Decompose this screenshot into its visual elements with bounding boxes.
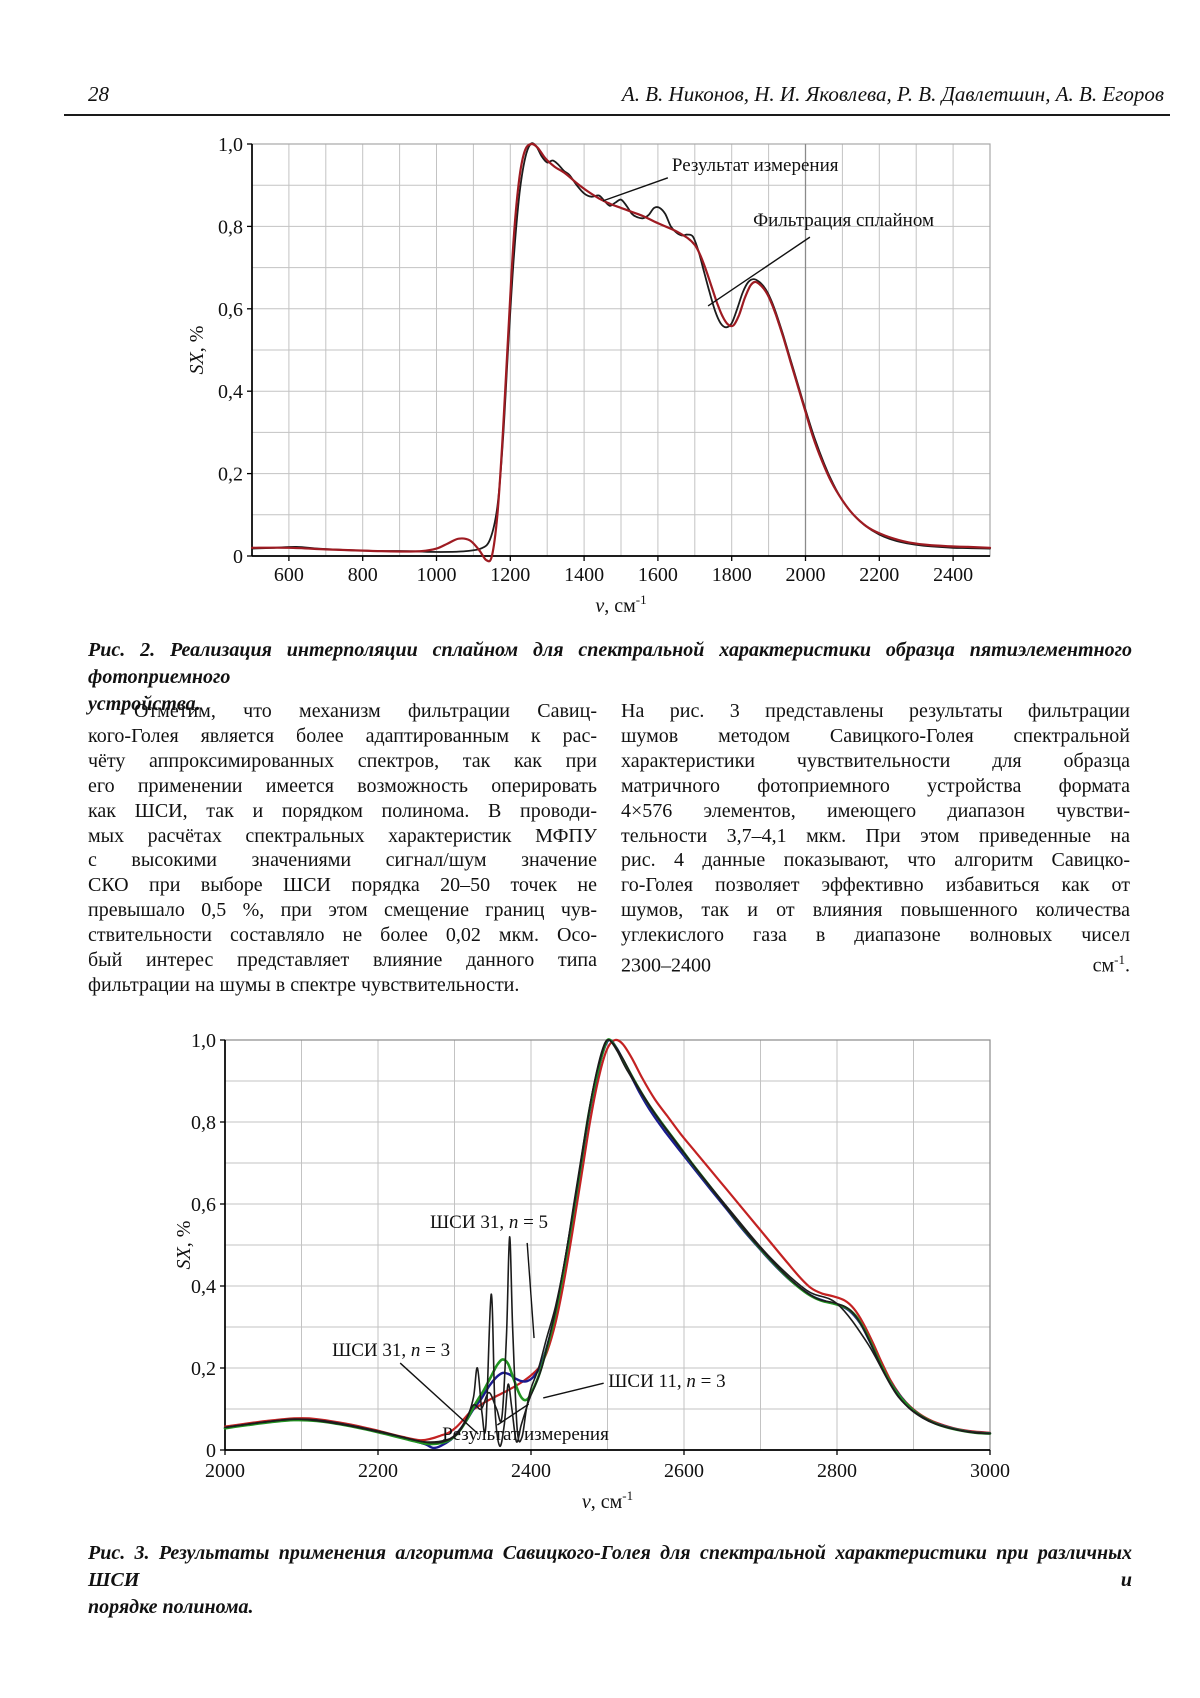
body-text-line: с высокими значениями сигнал/шум значени…: [88, 849, 597, 872]
body-text-line: бый интерес представляет влияние данного…: [88, 949, 597, 972]
body-text-line: углекислого газа в диапазоне волновых чи…: [621, 924, 1130, 947]
page-number: 28: [88, 82, 109, 106]
body-text-line: На рис. 3 представлены результаты фильтр…: [621, 700, 1130, 722]
annotation-label: Результат измерения: [672, 155, 839, 176]
x-tick-label: 2000: [786, 564, 826, 586]
authors-header: А. В. Никонов, Н. И. Яковлева, Р. В. Дав…: [621, 82, 1164, 106]
annotation-leader-line: [399, 1362, 479, 1435]
x-tick-label: 2600: [664, 1460, 704, 1482]
x-tick-label: 1600: [638, 564, 678, 586]
series-line-ШСИ 31, n = 5: [224, 1038, 991, 1443]
x-axis-title: ν, см-1: [582, 1488, 633, 1513]
body-left-column: Отметим, что механизм фильтрации Савиц-к…: [88, 699, 597, 998]
page-header: 28 А. В. Никонов, Н. И. Яковлева, Р. В. …: [64, 82, 1170, 116]
y-tick-label: 0,2: [218, 464, 243, 486]
x-tick-label: 2200: [358, 1460, 398, 1482]
figure2-chart: 600 800 1000 1200 1400 1600 1800 2000 2200 2400 0 0…: [186, 134, 992, 617]
body-text-line: как ШСИ, так и порядком полинома. В пров…: [88, 799, 597, 822]
body-text-line: превышало 0,5 %, при этом смещение грани…: [88, 899, 597, 922]
annotation-label: ШСИ 31, n = 3: [332, 1340, 450, 1361]
y-tick-label: 0,8: [218, 216, 243, 238]
body-text-line: СКО при выборе ШСИ порядка 20–50 точек н…: [88, 874, 597, 897]
x-tick-label: 1800: [712, 564, 752, 586]
body-text-line: го-Голея позволяет эффективно избавиться…: [621, 874, 1130, 897]
body-text-line: тельности 3,7–4,1 мкм. При этом приведен…: [621, 824, 1130, 847]
body-text-line: чёту аппроксимированных спектров, так ка…: [88, 749, 597, 772]
body-text-line: кого-Голея является более адаптированным…: [88, 724, 597, 747]
y-tick-label: 0,4: [191, 1276, 216, 1298]
figure3-chart: 2000 2200 2400 2600 2800 3000 0 0,2 0,4 0,6 0,8 1,0…: [173, 1030, 1010, 1513]
caption-line: порядке полинома.: [88, 1596, 254, 1618]
y-tick-label: 0,6: [191, 1194, 216, 1216]
annotation-label: Фильтрация сплайном: [753, 210, 934, 231]
x-tick-label: 2400: [511, 1460, 551, 1482]
series-line-Фильтрация сплайном: [250, 142, 992, 563]
y-tick-label: 0: [206, 1440, 216, 1462]
body-text-line: характеристики чувствительности для обра…: [621, 749, 1130, 772]
x-tick-label: 2800: [817, 1460, 857, 1482]
figure2-caption: Рис. 2. Реализация интерполяции сплайном…: [88, 637, 1132, 718]
body-text-line: мых расчётах спектральных характеристик …: [88, 824, 597, 847]
y-axis-title: SX, %: [186, 326, 208, 375]
y-tick-label: 0: [233, 546, 243, 568]
body-text-line: его применении имеется возможность опери…: [88, 774, 597, 797]
x-tick-label: 1000: [417, 564, 457, 586]
y-tick-label: 1,0: [191, 1030, 216, 1052]
annotation-leader-line: [526, 1242, 535, 1339]
figure3-caption: Рис. 3. Результаты применения алгоритма …: [88, 1540, 1132, 1621]
annotation-label: Результат измерения: [442, 1424, 609, 1445]
body-text-line: 4×576 элементов, имеющего диапазон чувст…: [621, 799, 1130, 822]
body-text: Отметим, что механизм фильтрации Савиц-к…: [88, 699, 1130, 998]
x-tick-label: 600: [274, 564, 304, 586]
annotation-leader-line: [543, 1382, 604, 1399]
body-text-line: матричного фотоприемного устройства форм…: [621, 774, 1130, 797]
x-tick-label: 3000: [970, 1460, 1010, 1482]
caption-line: Рис. 2. Реализация интерполяции сплайном…: [88, 639, 1132, 688]
annotation-label: ШСИ 31, n = 5: [430, 1212, 548, 1233]
x-tick-label: 1200: [490, 564, 530, 586]
x-tick-label: 2200: [859, 564, 899, 586]
body-text-line: шумов, так и от влияния повышенного коли…: [621, 899, 1130, 922]
y-axis-title: SX, %: [173, 1221, 195, 1270]
y-tick-label: 0,2: [191, 1358, 216, 1380]
y-tick-label: 0,4: [218, 381, 243, 403]
y-tick-label: 0,8: [191, 1112, 216, 1134]
body-right-column: На рис. 3 представлены результаты фильтр…: [621, 699, 1130, 998]
caption-line: Рис. 3. Результаты применения алгоритма …: [88, 1542, 1132, 1591]
x-axis-title: ν, см-1: [595, 592, 646, 617]
y-tick-label: 0,6: [218, 299, 243, 321]
x-tick-label: 2400: [933, 564, 973, 586]
x-tick-label: 1400: [564, 564, 604, 586]
series-line-unlabeled: [223, 1038, 992, 1442]
body-text-line: Отметим, что механизм фильтрации Савиц-: [134, 700, 597, 722]
body-text-line: рис. 4 данные показывают, что алгоритм С…: [621, 849, 1130, 872]
x-tick-label: 800: [348, 564, 378, 586]
y-tick-label: 1,0: [218, 134, 243, 156]
annotation-leader-line: [496, 1403, 530, 1426]
caption-line: устройства.: [88, 693, 201, 715]
annotation-label: ШСИ 11, n = 3: [608, 1371, 725, 1392]
body-text-line: шумов методом Савицкого-Голея спектральн…: [621, 724, 1130, 747]
x-tick-label: 2000: [205, 1460, 245, 1482]
body-text-line: 2300–2400 см-1.: [621, 952, 1130, 977]
body-text-line: ствительности составляло не более 0,02 м…: [88, 924, 597, 947]
superscript: -1: [1114, 952, 1125, 968]
annotation-leader-line: [707, 236, 811, 307]
body-text-line: фильтрации на шумы в спектре чувствитель…: [88, 973, 520, 996]
annotation-leader-line: [602, 177, 669, 202]
